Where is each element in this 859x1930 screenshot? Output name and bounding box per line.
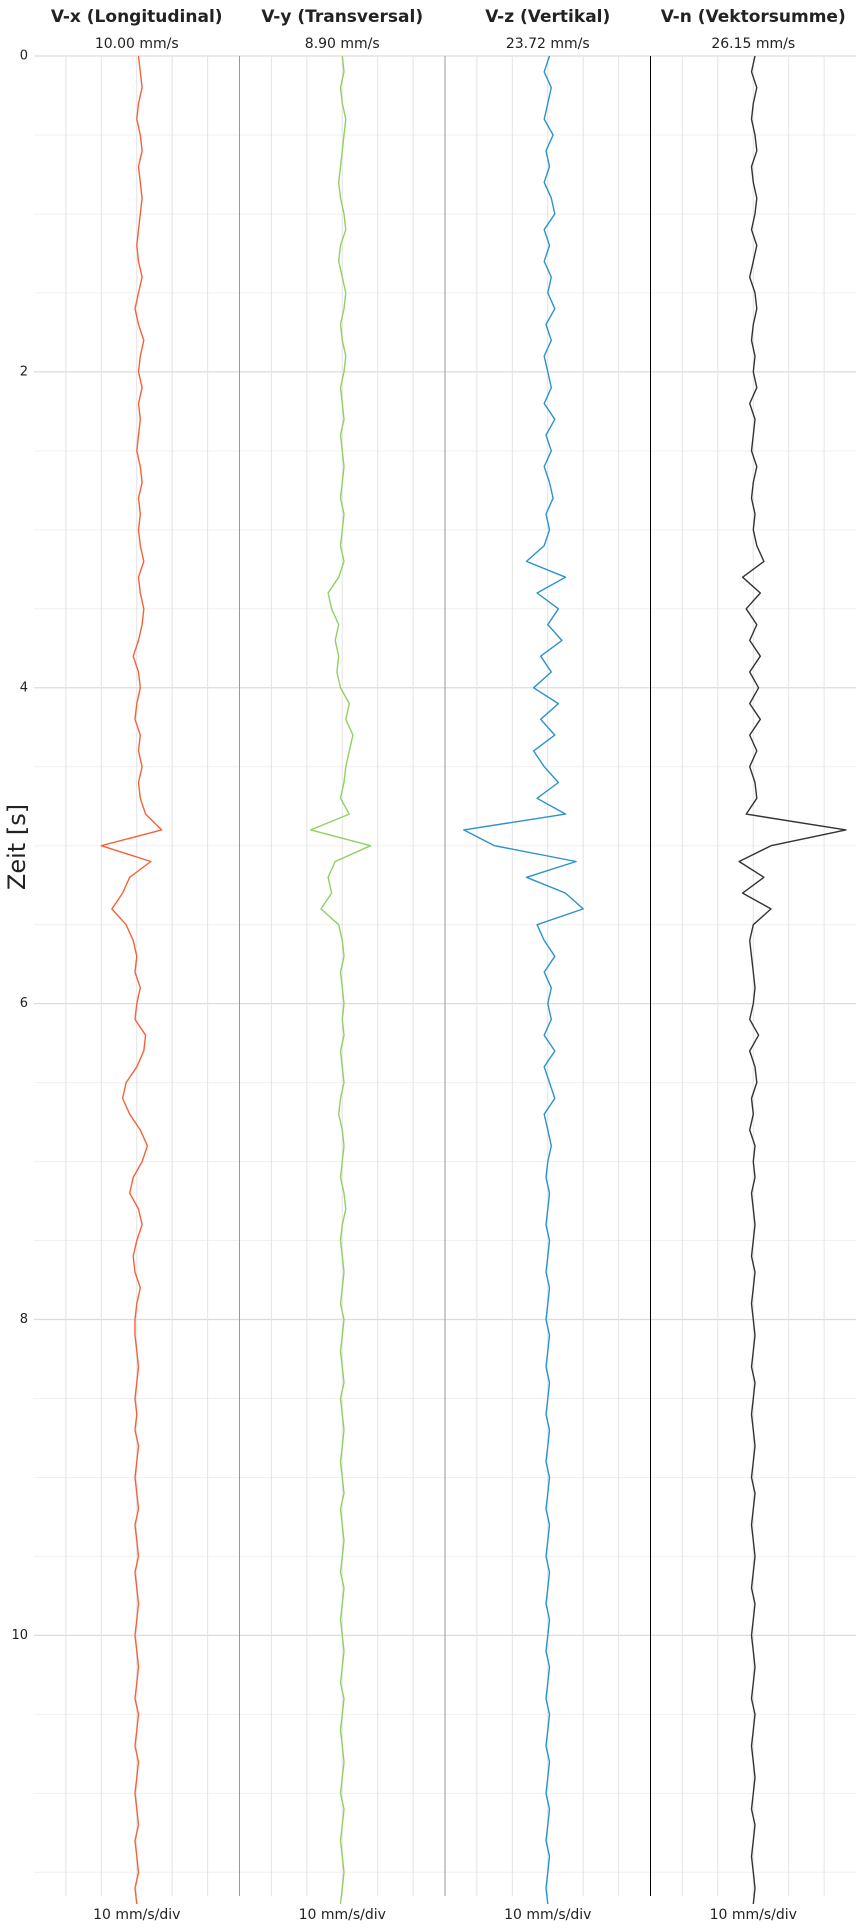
panel-title: V-x (Longitudinal) [51,7,223,27]
y-tick-label: 6 [20,996,28,1011]
y-tick-label: 8 [20,1312,28,1327]
panel-title: V-z (Vertikal) [485,7,610,27]
y-tick-label: 0 [20,49,28,64]
x-axis-label: 10 mm/s/div [710,1907,797,1923]
y-tick-label: 4 [20,680,28,695]
trace [463,55,584,1904]
trace [738,55,847,1904]
peak-label: 23.72 mm/s [506,36,590,52]
x-axis-label: 10 mm/s/div [93,1907,180,1923]
x-axis-label: 10 mm/s/div [504,1907,591,1923]
y-tick-label: 10 [11,1628,28,1643]
trace [310,55,372,1904]
peak-label: 8.90 mm/s [305,36,380,52]
y-axis-label: Zeit [s] [3,804,31,890]
peak-label: 10.00 mm/s [95,36,179,52]
panel-title: V-y (Transversal) [261,7,423,27]
peak-label: 26.15 mm/s [711,36,795,52]
trace [100,55,163,1904]
x-axis-label: 10 mm/s/div [299,1907,386,1923]
panel-title: V-n (Vektorsumme) [661,7,846,27]
y-tick-label: 2 [20,364,28,379]
